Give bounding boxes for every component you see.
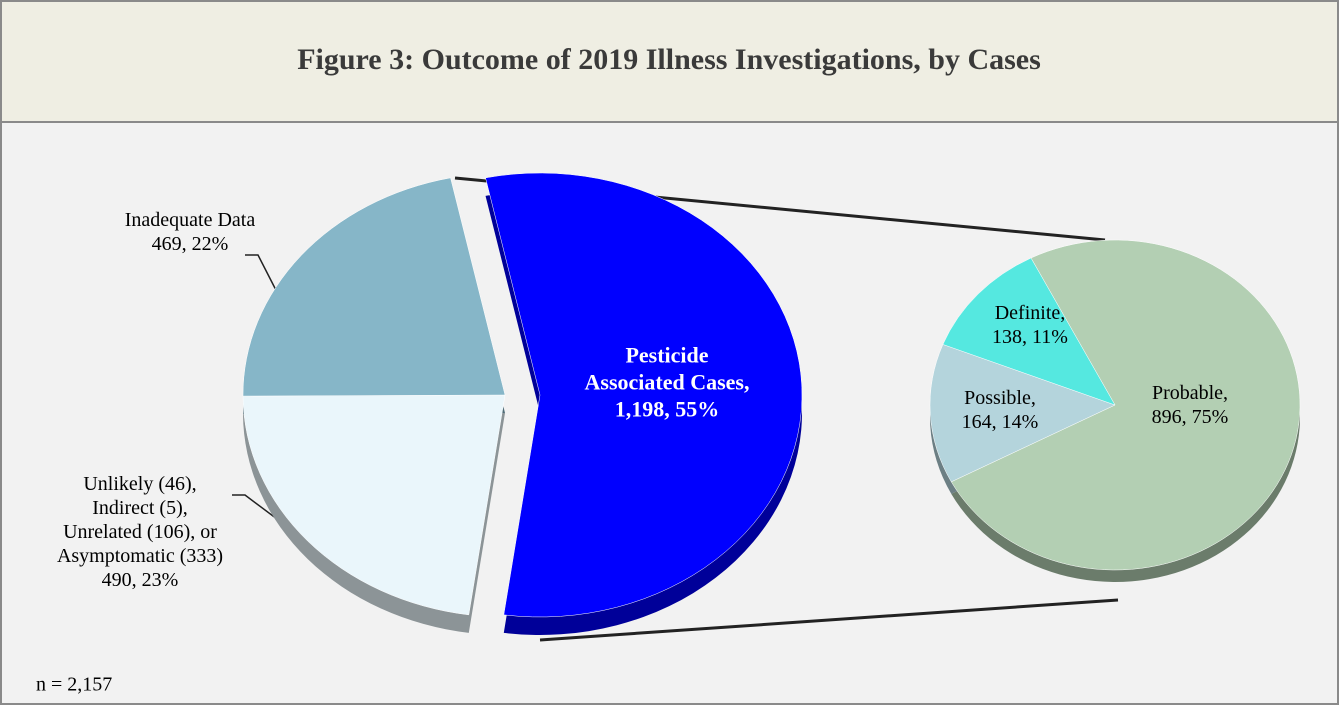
chart-title: Figure 3: Outcome of 2019 Illness Invest… [297, 43, 1041, 76]
data-label: Possible, 164, 14% [962, 386, 1039, 434]
value-label: 164, 14% [961, 411, 1039, 433]
slice [950, 239, 1301, 571]
slice [242, 394, 506, 616]
category-label: Pesticide Associated Cases, [584, 342, 750, 395]
data-label: Inadequate Data 469, 22% [125, 208, 255, 256]
slice [929, 344, 1116, 483]
slice [942, 257, 1116, 406]
value-label: 138, 11% [992, 326, 1068, 348]
value-label: 490, 23% [101, 569, 179, 591]
slices [242, 172, 1301, 635]
leader-line [245, 254, 281, 299]
slice [485, 172, 803, 618]
category-label: Unlikely (46), Indirect (5), Unrelated (… [56, 473, 224, 567]
data-label: Definite, 138, 11% [992, 301, 1068, 349]
category-label: Possible, [964, 387, 1036, 409]
value-label: 1,198, 55% [614, 396, 720, 422]
value-label: 469, 22% [151, 233, 229, 255]
data-label: Probable, 896, 75% [1152, 381, 1229, 429]
value-label: 896, 75% [1151, 406, 1229, 428]
slice [242, 177, 506, 397]
category-label: Inadequate Data [124, 209, 256, 231]
note: n = 2,157 [36, 674, 112, 696]
category-label: Definite, [994, 302, 1066, 324]
category-label: Probable, [1151, 382, 1229, 404]
connector [539, 598, 1119, 642]
title-band [0, 0, 1339, 123]
data-label: Unlikely (46), Indirect (5), Unrelated (… [57, 472, 223, 592]
data-label: Pesticide Associated Cases, 1,198, 55% [585, 342, 750, 423]
